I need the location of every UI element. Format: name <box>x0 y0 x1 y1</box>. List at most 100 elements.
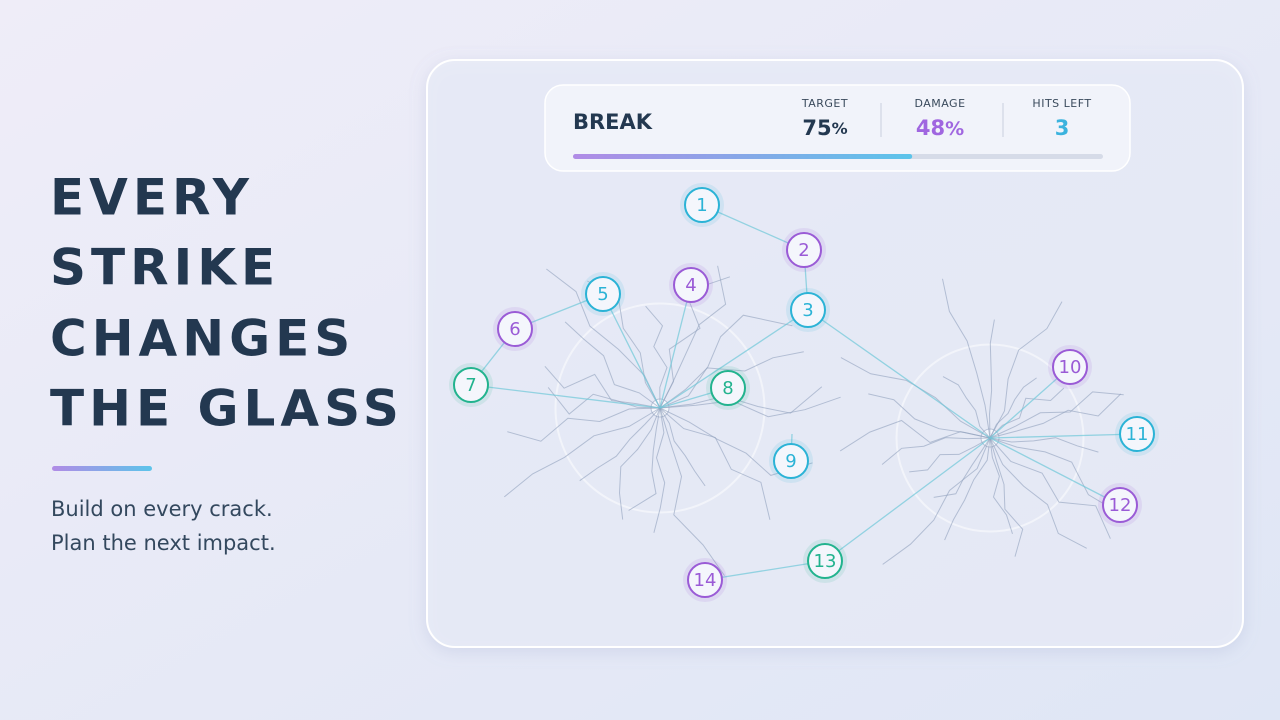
node-label: 9 <box>785 451 796 472</box>
crack <box>618 407 661 520</box>
node: 6 <box>493 307 537 351</box>
node-label: 11 <box>1126 424 1149 445</box>
crack <box>882 437 991 565</box>
node-ring <box>786 232 822 268</box>
node-ring <box>710 370 746 406</box>
crack <box>544 365 661 409</box>
crack <box>503 407 661 498</box>
node-label: 4 <box>685 275 696 296</box>
crack <box>547 387 661 415</box>
node-ring <box>673 267 709 303</box>
link <box>470 384 661 409</box>
stat-label: TARGET <box>801 97 848 110</box>
crack <box>942 376 991 439</box>
node-label: 1 <box>696 195 707 216</box>
node: 12 <box>1098 483 1142 527</box>
crack <box>909 437 991 473</box>
crack <box>989 301 1063 439</box>
hud: BREAK TARGET 75% DAMAGE 48% HITS LEFT 3 <box>544 84 1131 172</box>
node: 1 <box>680 183 724 227</box>
crack <box>507 407 661 442</box>
link <box>989 433 1138 439</box>
crack <box>659 314 793 409</box>
link <box>989 437 1121 506</box>
node: 13 <box>803 539 847 583</box>
crack <box>659 351 804 409</box>
mode: BREAK <box>573 110 653 134</box>
crack <box>659 407 771 520</box>
node-ring <box>497 311 533 347</box>
node-label: 3 <box>802 300 813 321</box>
node: 9 <box>769 439 813 483</box>
link <box>659 284 692 409</box>
node-label: 14 <box>694 570 717 591</box>
stat-label: DAMAGE <box>914 97 965 110</box>
crack <box>989 437 1087 549</box>
crack <box>659 407 813 476</box>
stat-value: 48% <box>916 116 964 140</box>
node: 10 <box>1048 345 1092 389</box>
crack <box>989 391 1124 439</box>
stat-value: 75% <box>802 116 847 140</box>
node: 5 <box>581 272 625 316</box>
link <box>824 437 991 562</box>
node-ring <box>1119 416 1155 452</box>
progress-fill <box>573 154 913 159</box>
node: 11 <box>1115 412 1159 456</box>
link <box>704 560 826 581</box>
headline: STRIKE <box>50 239 280 297</box>
node: 4 <box>669 263 713 307</box>
crack <box>989 437 1013 535</box>
subtitle: Build on every crack. <box>51 497 273 521</box>
node: 8 <box>706 366 750 410</box>
node-label: 8 <box>722 378 733 399</box>
node-ring <box>790 292 826 328</box>
headline: THE GLASS <box>50 380 404 438</box>
damage-value: 48 <box>916 116 945 140</box>
node: 2 <box>782 228 826 272</box>
crack <box>659 407 706 487</box>
crack <box>659 407 725 576</box>
node-ring <box>1102 487 1138 523</box>
headline: EVERY <box>50 169 254 227</box>
link <box>701 204 805 251</box>
glass-panel <box>426 59 1244 648</box>
node-label: 10 <box>1059 357 1082 378</box>
node-label: 6 <box>509 319 520 340</box>
crack <box>659 386 823 414</box>
target-value: 75 <box>802 116 831 140</box>
crack <box>988 319 995 439</box>
crack <box>653 407 666 533</box>
node-ring <box>687 562 723 598</box>
crack <box>989 437 1111 539</box>
node-ring <box>585 276 621 312</box>
node: 3 <box>786 288 830 332</box>
crack <box>989 393 1122 439</box>
node-label: 13 <box>814 551 837 572</box>
crack <box>564 321 661 409</box>
crack <box>659 265 727 409</box>
crack <box>989 377 1037 439</box>
stat-label: HITS LEFT <box>1032 97 1091 110</box>
crack <box>989 437 1114 510</box>
crack <box>579 407 661 482</box>
node-label: 5 <box>597 284 608 305</box>
crack <box>881 437 991 465</box>
crack <box>942 278 991 439</box>
node-ring <box>773 443 809 479</box>
target-unit: % <box>832 119 848 138</box>
crack <box>989 437 1024 557</box>
node-label: 2 <box>798 240 809 261</box>
crack <box>628 407 661 511</box>
crack <box>944 437 991 541</box>
link <box>807 309 991 439</box>
hud-panel <box>544 84 1131 172</box>
crack <box>645 305 668 409</box>
node: 14 <box>683 558 727 602</box>
links <box>470 204 1138 581</box>
crack <box>933 437 991 498</box>
node: 7 <box>449 363 493 407</box>
node-label: 12 <box>1109 495 1132 516</box>
